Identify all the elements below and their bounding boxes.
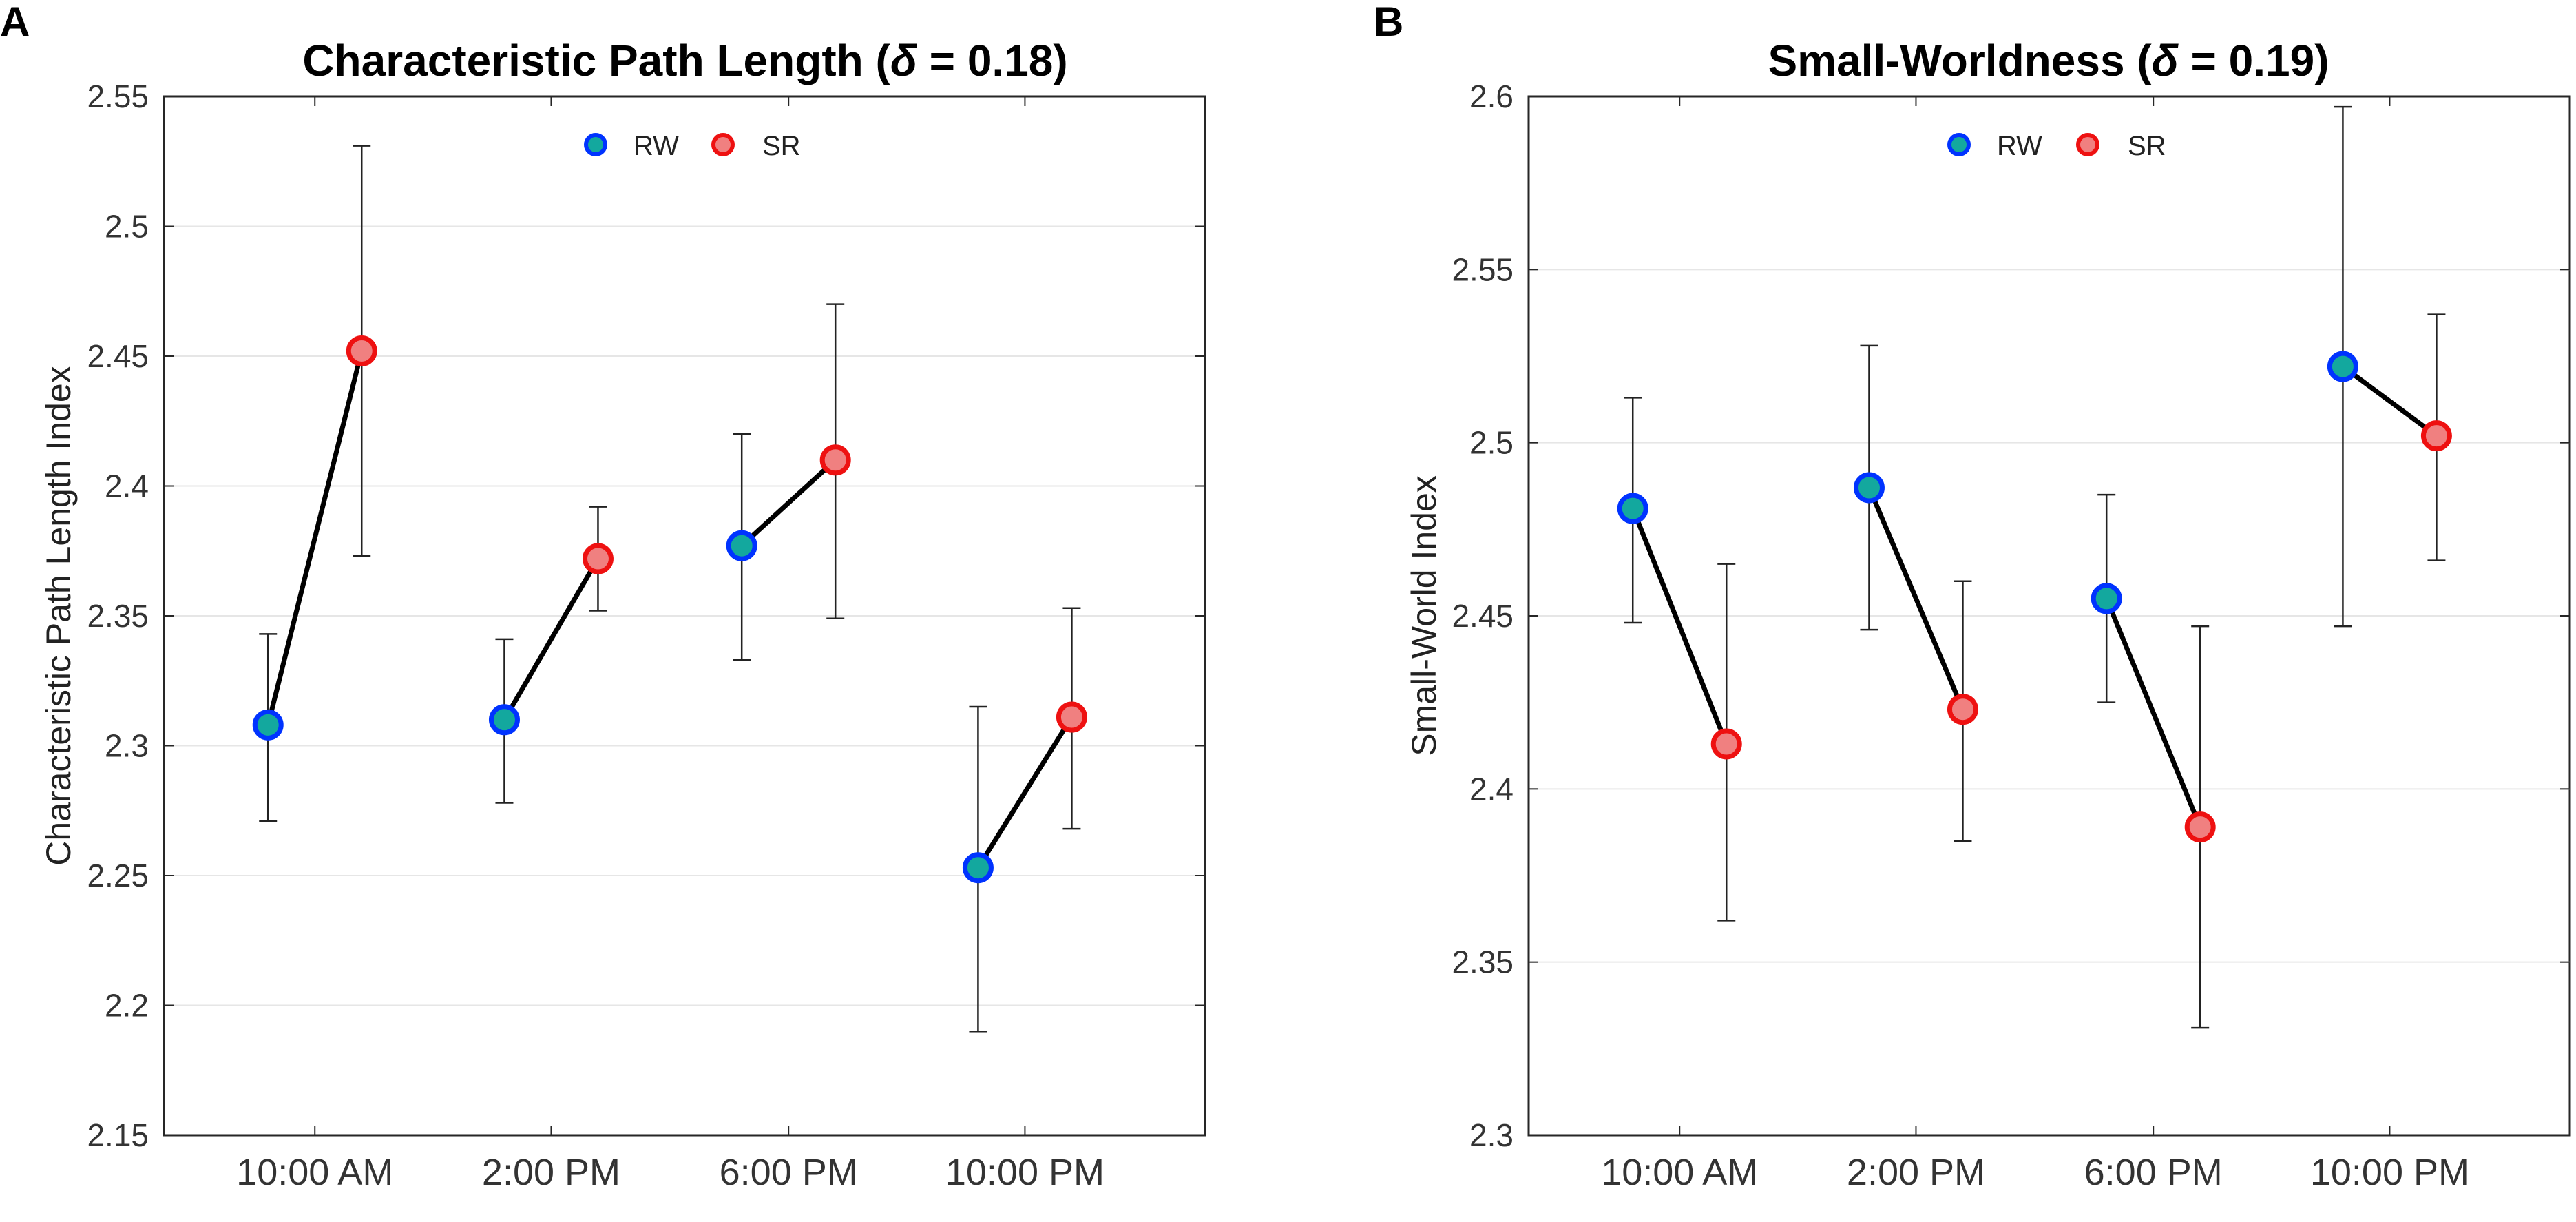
y-ticks-b: 2.3 2.35 2.4 2.45 2.5 2.55 2.6	[1452, 79, 2570, 1153]
legend-marker-sr-a	[711, 133, 735, 156]
legend-a: RW SR	[584, 131, 801, 161]
x-tick-label: 10:00 AM	[236, 1152, 393, 1193]
y-tick-label: 2.15	[87, 1117, 149, 1153]
panel-letter-b: B	[1374, 0, 1403, 45]
panel-b: B Small-Worldness (δ = 0.19) 2.32.352.42…	[1374, 0, 2571, 1193]
data-point-rw	[252, 709, 284, 741]
legend-label-sr-a: SR	[762, 131, 801, 161]
y-tick-label: 2.25	[87, 858, 149, 893]
legend-marker-sr-b	[2076, 133, 2099, 156]
y-tick-label: 2.35	[1452, 944, 1514, 980]
connector-line	[265, 348, 364, 727]
x-tick-label: 10:00 PM	[2310, 1152, 2469, 1193]
connector-line	[2340, 364, 2439, 439]
grid-lines-b	[1529, 269, 2570, 963]
x-ticks-b: 10:00 AM 2:00 PM 6:00 PM 10:00 PM	[1601, 96, 2469, 1193]
legend-label-rw-a: RW	[633, 131, 679, 161]
data-point-sr	[2420, 420, 2452, 452]
data-point-rw	[962, 852, 994, 884]
data-point-rw	[2327, 351, 2358, 382]
legend-b: RW SR	[1947, 131, 2166, 161]
y-tick-label: 2.55	[1452, 251, 1514, 287]
y-tick-label: 2.5	[105, 209, 149, 245]
data-point-sr	[1710, 728, 1742, 760]
grid-lines-a	[164, 225, 1205, 1006]
data-point-rw	[2091, 583, 2122, 614]
data-point-sr	[2184, 811, 2216, 843]
data-point-sr	[1947, 694, 1978, 725]
data-point-sr	[819, 444, 851, 476]
data-point-sr	[1056, 701, 1087, 733]
y-axis-label-b: Small-World Index	[1405, 475, 1443, 756]
connector-line	[2104, 596, 2203, 830]
x-tick-label: 10:00 PM	[945, 1152, 1104, 1193]
y-tick-label: 2.55	[87, 79, 149, 114]
y-tick-label: 2.4	[1469, 771, 1514, 807]
data-point-sr	[582, 543, 614, 574]
x-tick-label: 10:00 AM	[1601, 1152, 1758, 1193]
y-tick-label: 2.6	[1469, 79, 1514, 114]
legend-label-sr-b: SR	[2128, 131, 2166, 161]
data-point-rw	[1617, 493, 1648, 524]
data-layer-b	[1617, 105, 2452, 1029]
x-tick-label: 6:00 PM	[720, 1152, 858, 1193]
y-tick-label: 2.45	[87, 338, 149, 374]
connector-line	[975, 714, 1074, 871]
data-point-rw	[726, 530, 757, 561]
y-tick-label: 2.4	[105, 468, 149, 504]
connector-line	[1866, 485, 1965, 712]
x-tick-label: 2:00 PM	[482, 1152, 620, 1193]
y-tick-label: 2.2	[105, 988, 149, 1024]
x-ticks-a: 10:00 AM 2:00 PM 6:00 PM 10:00 PM	[236, 96, 1104, 1193]
panel-a: A Characteristic Path Length (δ = 0.18) …	[0, 0, 1206, 1193]
y-tick-label: 2.35	[87, 598, 149, 634]
legend-marker-rw-b	[1947, 133, 1971, 156]
legend-label-rw-b: RW	[1997, 131, 2042, 161]
x-tick-label: 6:00 PM	[2084, 1152, 2223, 1193]
connector-line	[501, 556, 600, 723]
y-ticks-a: 2.15 2.2 2.25 2.3 2.35 2.4 2.45 2.5 2.55	[87, 79, 1205, 1153]
data-point-sr	[346, 335, 377, 366]
data-layer-a	[252, 145, 1087, 1033]
connector-line	[1630, 506, 1729, 747]
y-tick-label: 2.45	[1452, 598, 1514, 634]
chart-title-b: Small-Worldness (δ = 0.19)	[1768, 36, 2329, 85]
data-point-rw	[488, 704, 520, 736]
x-tick-label: 2:00 PM	[1847, 1152, 1985, 1193]
panel-letter-a: A	[0, 0, 30, 45]
connector-line	[739, 457, 838, 548]
legend-marker-rw-a	[584, 133, 607, 156]
y-axis-label-a: Characteristic Path Length Index	[39, 366, 78, 865]
y-tick-label: 2.3	[1469, 1117, 1514, 1153]
data-point-rw	[1853, 472, 1885, 504]
y-tick-label: 2.3	[105, 728, 149, 764]
y-tick-label: 2.5	[1469, 425, 1514, 461]
chart-title-a: Characteristic Path Length (δ = 0.18)	[302, 36, 1067, 85]
